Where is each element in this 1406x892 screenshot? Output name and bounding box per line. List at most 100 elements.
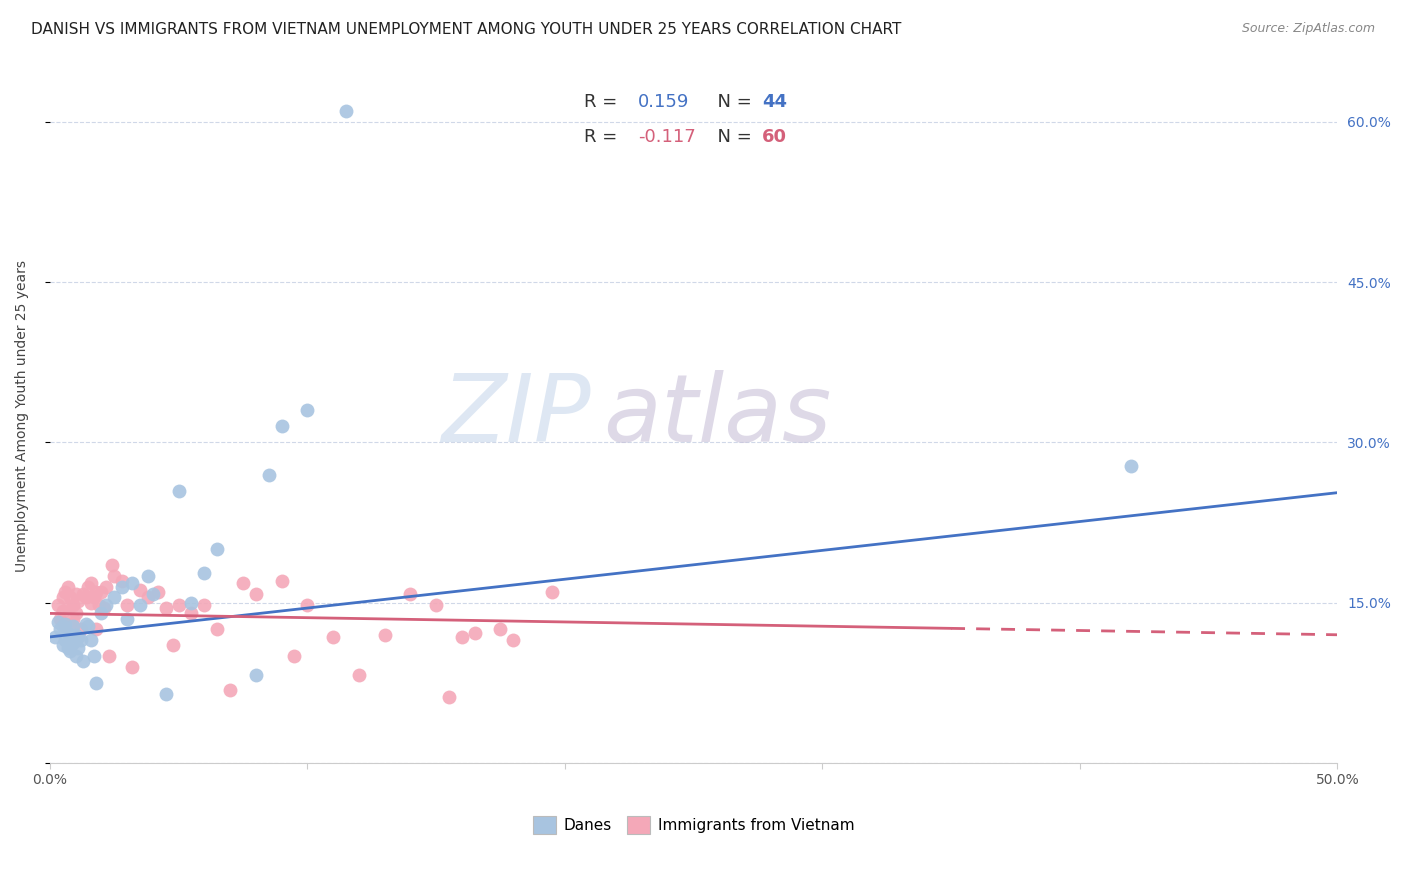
- Point: [62, 636, 84, 650]
- Point: [67, 593, 90, 607]
- Point: [111, 580, 134, 594]
- Point: [53, 619, 76, 633]
- Text: 60: 60: [762, 128, 787, 145]
- Point: [84, 585, 107, 599]
- Point: [180, 596, 202, 610]
- Point: [62, 598, 84, 612]
- Point: [52, 604, 75, 618]
- Point: [193, 566, 215, 580]
- Point: [65, 649, 87, 664]
- Point: [77, 580, 100, 594]
- Point: [65, 628, 87, 642]
- Text: R =: R =: [583, 93, 623, 111]
- Point: [53, 633, 76, 648]
- Point: [98, 649, 121, 664]
- Point: [93, 601, 115, 615]
- Point: [121, 660, 143, 674]
- Point: [115, 598, 138, 612]
- Point: [49, 623, 72, 637]
- Point: [49, 612, 72, 626]
- Text: N =: N =: [706, 93, 758, 111]
- Point: [283, 649, 305, 664]
- Point: [84, 676, 107, 690]
- Point: [83, 591, 105, 605]
- Point: [56, 580, 79, 594]
- Point: [52, 619, 75, 633]
- Point: [52, 639, 75, 653]
- Point: [72, 587, 94, 601]
- Point: [399, 587, 422, 601]
- Point: [437, 690, 460, 704]
- Point: [65, 607, 87, 621]
- Point: [347, 668, 370, 682]
- Point: [136, 569, 159, 583]
- Text: 0.159: 0.159: [638, 93, 689, 111]
- Text: -0.117: -0.117: [638, 128, 696, 145]
- Point: [46, 615, 69, 629]
- Text: Source: ZipAtlas.com: Source: ZipAtlas.com: [1241, 22, 1375, 36]
- Point: [62, 612, 84, 626]
- Point: [69, 633, 91, 648]
- Point: [450, 630, 472, 644]
- Point: [96, 598, 118, 612]
- Point: [52, 591, 75, 605]
- Point: [59, 591, 82, 605]
- Point: [121, 576, 143, 591]
- Point: [75, 591, 97, 605]
- Point: [270, 574, 292, 589]
- Point: [541, 585, 564, 599]
- Point: [257, 467, 280, 482]
- Point: [75, 617, 97, 632]
- Y-axis label: Unemployment Among Youth under 25 years: Unemployment Among Youth under 25 years: [15, 260, 30, 572]
- Point: [322, 630, 344, 644]
- Point: [245, 668, 267, 682]
- Point: [219, 683, 242, 698]
- Point: [502, 633, 524, 648]
- Point: [67, 640, 90, 655]
- Point: [167, 483, 190, 498]
- Point: [245, 587, 267, 601]
- Point: [90, 585, 112, 599]
- Point: [59, 617, 82, 632]
- Point: [180, 607, 202, 621]
- Point: [205, 542, 228, 557]
- Point: [115, 612, 138, 626]
- Point: [59, 644, 82, 658]
- Point: [1121, 458, 1143, 473]
- Point: [80, 576, 103, 591]
- Point: [84, 623, 107, 637]
- Point: [65, 587, 87, 601]
- Point: [80, 596, 103, 610]
- Point: [56, 601, 79, 615]
- Point: [167, 598, 190, 612]
- Point: [103, 591, 125, 605]
- Legend: Danes, Immigrants from Vietnam: Danes, Immigrants from Vietnam: [526, 809, 862, 842]
- Point: [129, 582, 152, 597]
- Point: [62, 619, 84, 633]
- Point: [111, 574, 134, 589]
- Point: [374, 628, 396, 642]
- Point: [90, 607, 112, 621]
- Text: R =: R =: [583, 128, 623, 145]
- Text: N =: N =: [706, 128, 758, 145]
- Point: [46, 598, 69, 612]
- Point: [489, 623, 512, 637]
- Text: atlas: atlas: [603, 370, 832, 461]
- Point: [335, 104, 357, 119]
- Point: [69, 623, 91, 637]
- Point: [232, 576, 254, 591]
- Point: [103, 569, 125, 583]
- Point: [77, 619, 100, 633]
- Point: [53, 585, 76, 599]
- Point: [83, 649, 105, 664]
- Point: [129, 598, 152, 612]
- Point: [205, 623, 228, 637]
- Text: DANISH VS IMMIGRANTS FROM VIETNAM UNEMPLOYMENT AMONG YOUTH UNDER 25 YEARS CORREL: DANISH VS IMMIGRANTS FROM VIETNAM UNEMPL…: [31, 22, 901, 37]
- Point: [297, 598, 319, 612]
- Point: [270, 419, 292, 434]
- Point: [44, 630, 66, 644]
- Point: [297, 403, 319, 417]
- Point: [162, 639, 184, 653]
- Point: [425, 598, 447, 612]
- Text: 44: 44: [762, 93, 787, 111]
